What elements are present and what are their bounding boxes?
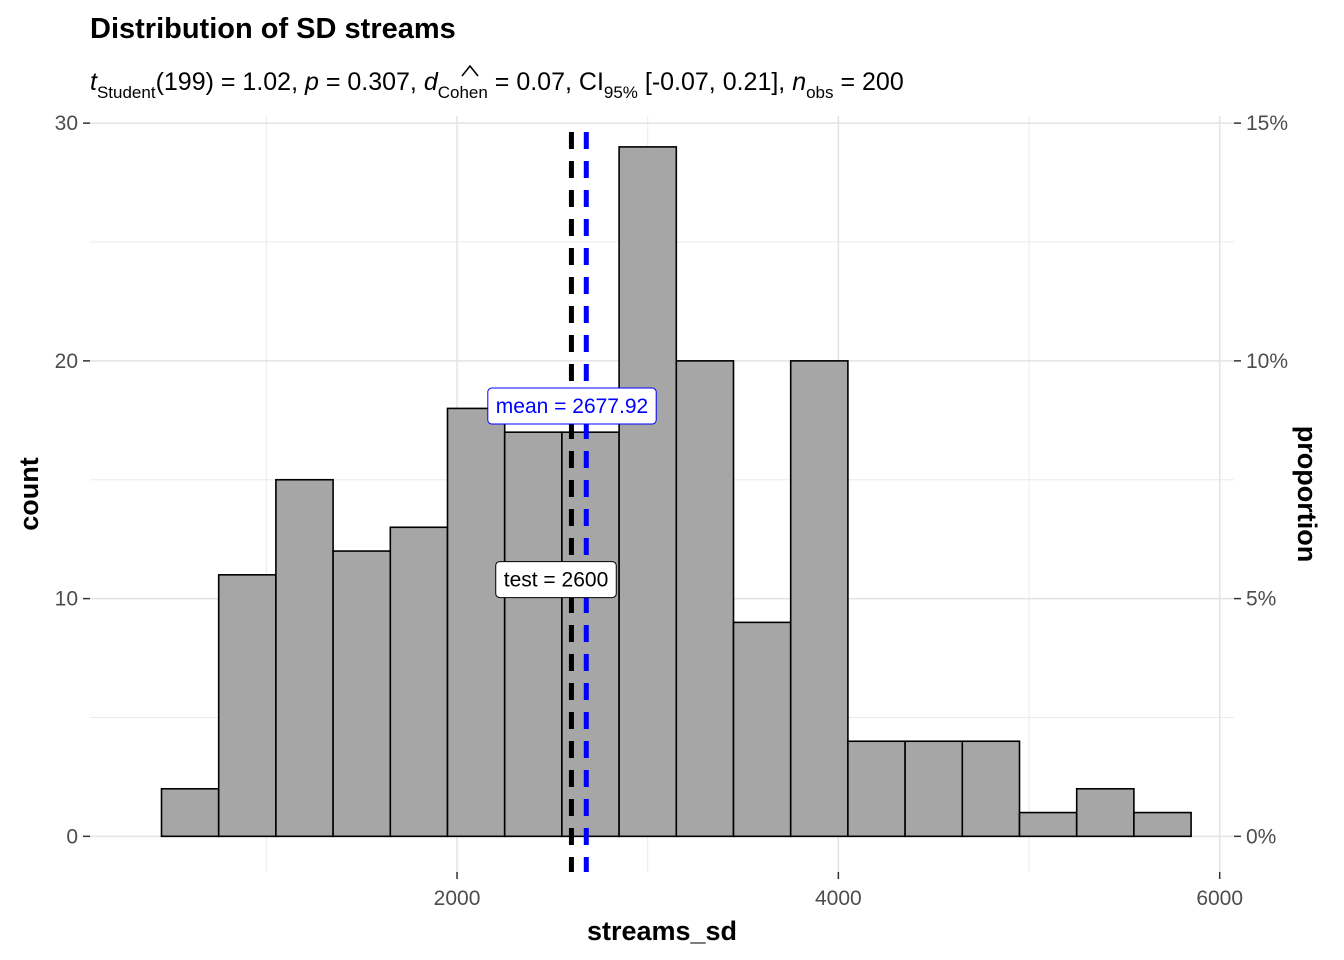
chart-title: Distribution of SD streams [90, 13, 456, 45]
histogram-bar [847, 740, 906, 838]
histogram-bar [904, 740, 964, 838]
subtitle-p-symbol: p [304, 68, 319, 96]
histogram-bar [1133, 811, 1192, 838]
histogram-bar [1075, 787, 1135, 838]
test-label-box [495, 561, 617, 599]
histogram-bar [789, 360, 849, 838]
histogram-bar [389, 526, 449, 838]
histogram-bar [446, 407, 506, 838]
histogram-bars [160, 146, 1192, 838]
subtitle-ci-sub: 95% [604, 83, 638, 102]
histogram-bar [675, 360, 735, 838]
subtitle-t-sub: Student [97, 83, 156, 102]
subtitle-d-symbol: d [424, 68, 439, 96]
subtitle-n-sub: obs [806, 83, 833, 102]
subtitle-t-value: (199) = 1.02, [156, 68, 305, 96]
y-tick-label: 10 [55, 588, 78, 611]
subtitle-ci-value: [-0.07, 0.21], [638, 68, 792, 96]
histogram-bar [961, 740, 1021, 838]
chart-subtitle: tStudent(199) = 1.02, p = 0.307, dCohen … [90, 68, 904, 102]
mean-label-box [487, 387, 657, 425]
histogram-bar [160, 787, 220, 838]
test-label: test = 2600 [495, 561, 617, 599]
histogram-bar [503, 431, 563, 838]
reference-lines [568, 132, 589, 872]
histogram-bar [732, 621, 792, 838]
y-axis-right-title: proportion [1292, 426, 1322, 562]
line-labels: mean = 2677.92 test = 2600 [487, 387, 657, 599]
y-right-tick-label: 10% [1246, 350, 1288, 373]
x-tick-label: 4000 [815, 887, 862, 910]
histogram-bar [618, 146, 678, 838]
histogram-bar [275, 478, 334, 838]
x-tick-label: 2000 [434, 887, 481, 910]
x-axis-title: streams_sd [587, 916, 737, 946]
y-right-tick-label: 5% [1246, 588, 1276, 611]
subtitle-p-value: = 0.307, [319, 68, 424, 96]
mean-label: mean = 2677.92 [487, 387, 657, 425]
subtitle-d-sub: Cohen [438, 83, 488, 102]
mean-label-text: mean = 2677.92 [496, 395, 648, 418]
d-hat-accent [461, 64, 479, 77]
y-right-tick-label: 0% [1246, 825, 1276, 848]
y-tick-label: 30 [55, 112, 78, 135]
subtitle-n-symbol: n [792, 68, 806, 96]
subtitle-t-symbol: t [90, 68, 98, 96]
subtitle-d-value: = 0.07, CI [488, 68, 604, 96]
histogram-bar [332, 550, 392, 838]
histogram-bar [217, 574, 277, 838]
x-tick-label: 6000 [1196, 887, 1243, 910]
y-tick-label: 0 [66, 825, 78, 848]
y-right-tick-label: 15% [1246, 112, 1288, 135]
y-tick-label: 20 [55, 350, 78, 373]
test-label-text: test = 2600 [504, 569, 609, 592]
subtitle-n-value: = 200 [834, 68, 904, 96]
y-axis-title: count [14, 457, 44, 531]
axis-ticks: 2000 4000 6000 0 10 20 30 0% 5% 10% 15% [55, 112, 1288, 910]
histogram-bar [1018, 811, 1078, 838]
